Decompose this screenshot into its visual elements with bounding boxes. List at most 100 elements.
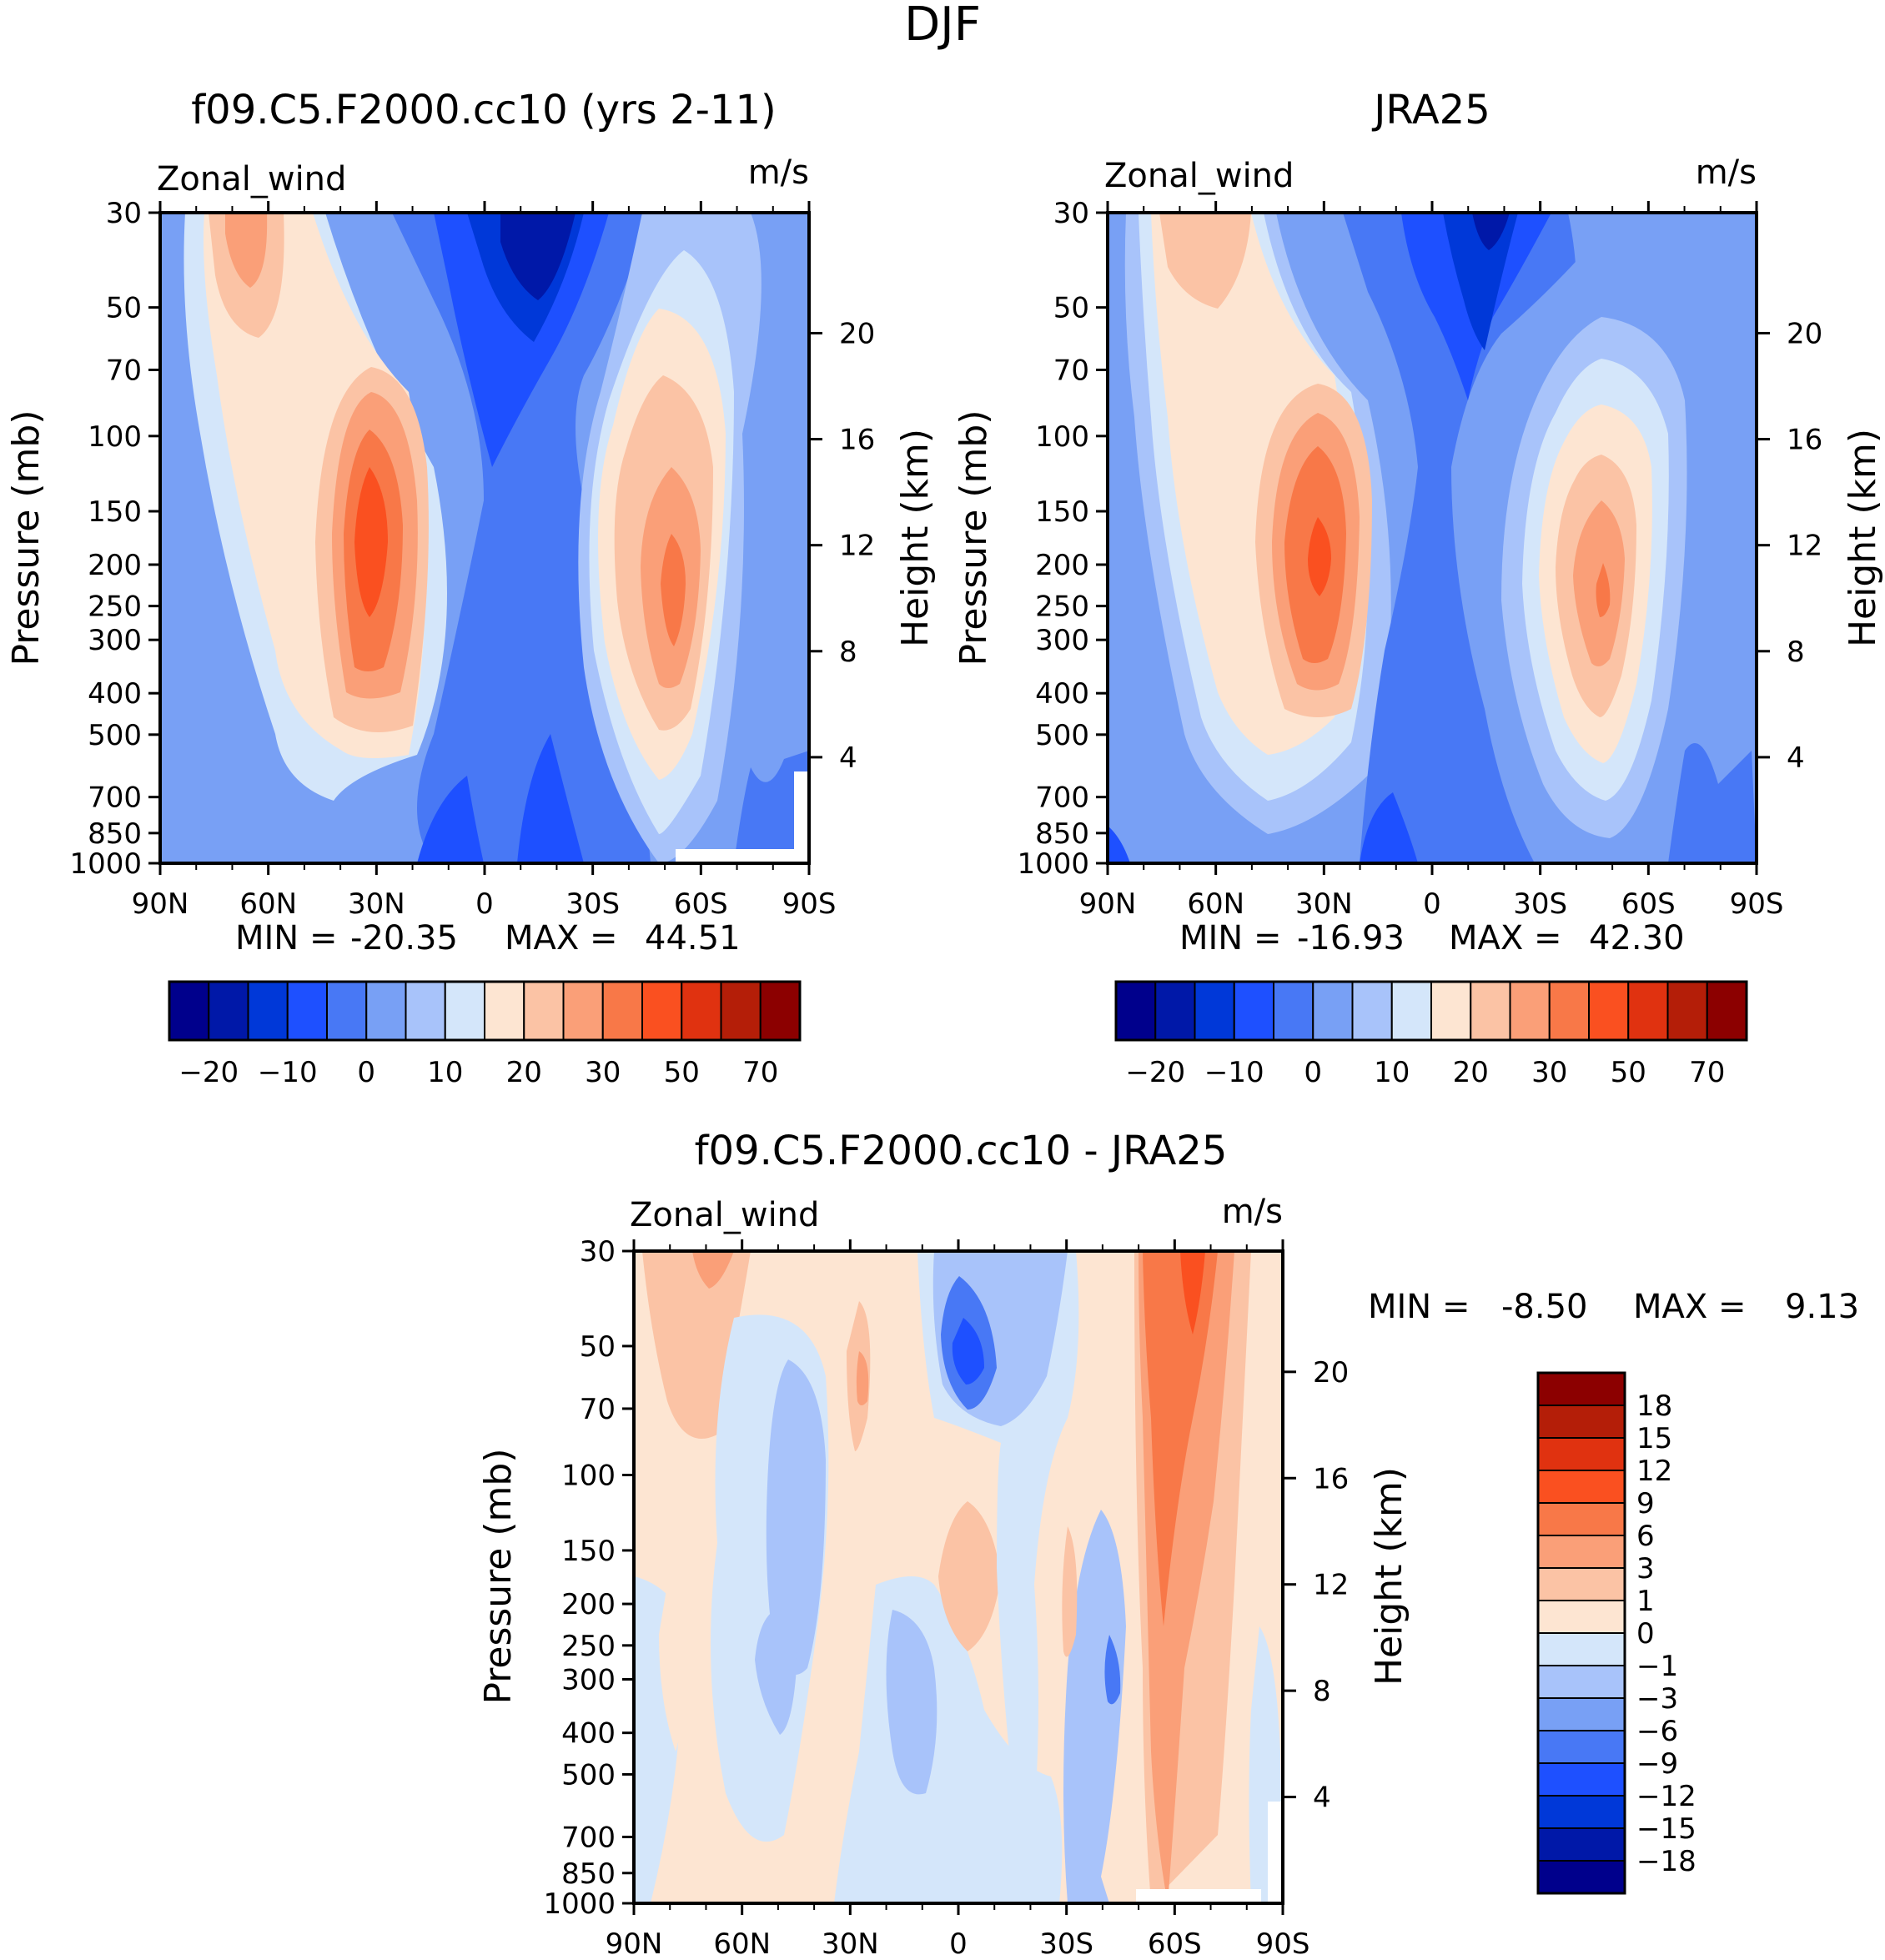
panel-model: f09.C5.F2000.cc10 (yrs 2-11) Zonal_wind … bbox=[5, 87, 937, 1089]
colorbar-label: 0 bbox=[357, 1056, 375, 1089]
model-contour-band bbox=[500, 213, 576, 300]
colorbar-label: 15 bbox=[1636, 1422, 1672, 1455]
y-right-tick-label: 20 bbox=[839, 317, 875, 350]
obs-contour-band bbox=[1472, 213, 1510, 250]
colorbar-swatch bbox=[1537, 1795, 1626, 1829]
diff-contour-band bbox=[1104, 1635, 1121, 1705]
obs-min-label: MIN = bbox=[1179, 919, 1281, 957]
model-contour-field bbox=[160, 213, 809, 863]
colorbar-swatch bbox=[1588, 981, 1630, 1041]
y-tick-label: 100 bbox=[1035, 420, 1089, 454]
y-tick-label: 200 bbox=[561, 1588, 616, 1621]
x-tick-label: 90N bbox=[132, 887, 189, 921]
model-max-label: MAX = bbox=[505, 919, 618, 957]
colorbar-swatch bbox=[1537, 1405, 1626, 1439]
colorbar-label: 50 bbox=[664, 1056, 700, 1089]
colorbar-swatch bbox=[523, 981, 565, 1041]
diff-max-value: 9.13 bbox=[1785, 1288, 1859, 1326]
x-tick-label: 30N bbox=[1295, 887, 1353, 921]
diff-contour-band bbox=[938, 1501, 1001, 1651]
colorbar-swatch bbox=[1194, 981, 1235, 1041]
colorbar-label: 3 bbox=[1636, 1552, 1655, 1586]
y-tick-label: 250 bbox=[561, 1630, 616, 1663]
colorbar-swatch bbox=[1273, 981, 1314, 1041]
y-tick-label: 1000 bbox=[69, 847, 142, 881]
obs-contour-band bbox=[1108, 826, 1130, 863]
y-tick-label: 150 bbox=[88, 495, 142, 529]
y-tick-label: 70 bbox=[580, 1393, 616, 1426]
colorbar-swatch bbox=[168, 981, 210, 1041]
colorbar-swatch bbox=[1548, 981, 1590, 1041]
y-tick-label: 300 bbox=[88, 624, 142, 657]
x-tick-label: 90S bbox=[1730, 887, 1784, 921]
y-tick-label: 30 bbox=[580, 1235, 616, 1269]
colorbar-swatch bbox=[1537, 1697, 1626, 1731]
diff-contour-band bbox=[1063, 1510, 1126, 1903]
y-tick-label: 850 bbox=[561, 1857, 616, 1891]
colorbar-swatch bbox=[1537, 1600, 1626, 1634]
colorbar-label: 0 bbox=[1636, 1617, 1655, 1651]
model-contour-band bbox=[434, 213, 609, 467]
y-right-tick-label: 20 bbox=[1313, 1356, 1349, 1390]
diff-contour-band bbox=[1143, 1251, 1218, 1626]
colorbar-swatch bbox=[1351, 981, 1393, 1041]
colorbar-label: −20 bbox=[1125, 1056, 1185, 1089]
x-tick-label: 0 bbox=[949, 1927, 968, 1960]
x-tick-label: 60S bbox=[1148, 1927, 1202, 1960]
diff-contour-band bbox=[755, 1610, 797, 1735]
colorbar-label: −20 bbox=[178, 1056, 239, 1089]
diff-contour-field bbox=[634, 1251, 1283, 1903]
colorbar-label: −1 bbox=[1636, 1650, 1678, 1683]
y-tick-label: 100 bbox=[88, 420, 142, 454]
colorbar-label: −12 bbox=[1636, 1780, 1696, 1813]
model-contour-band bbox=[517, 734, 584, 863]
colorbar-swatch bbox=[681, 981, 722, 1041]
diff-contour-band bbox=[1180, 1251, 1205, 1334]
colorbar-label: 30 bbox=[585, 1056, 621, 1089]
x-tick-label: 60N bbox=[1187, 887, 1244, 921]
model-contour-band bbox=[734, 751, 809, 863]
diff-missing-data bbox=[1268, 1802, 1283, 1903]
colorbar-label: −3 bbox=[1636, 1682, 1678, 1716]
y-right-tick-label: 12 bbox=[839, 530, 875, 563]
colorbar-swatch bbox=[720, 981, 762, 1041]
figure-title: DJF bbox=[904, 0, 981, 52]
colorbar-label: −10 bbox=[1204, 1056, 1264, 1089]
colorbar-swatch bbox=[1537, 1470, 1626, 1504]
colorbar-label: 1 bbox=[1636, 1585, 1655, 1618]
colorbar-swatch bbox=[562, 981, 604, 1041]
obs-max-value: 42.30 bbox=[1589, 919, 1685, 957]
diff-missing-data bbox=[1136, 1889, 1261, 1903]
colorbar-swatch bbox=[405, 981, 446, 1041]
y-right-tick-label: 20 bbox=[1787, 317, 1822, 350]
colorbar-label: −6 bbox=[1636, 1715, 1678, 1748]
diff-contour-band bbox=[766, 1359, 826, 1675]
model-ylabel: Pressure (mb) bbox=[5, 410, 48, 666]
colorbar-swatch bbox=[1537, 1502, 1626, 1536]
colorbar-label: 18 bbox=[1636, 1390, 1672, 1423]
colorbar-label: 0 bbox=[1304, 1056, 1322, 1089]
y-tick-label: 700 bbox=[561, 1821, 616, 1854]
model-contour-band bbox=[354, 467, 388, 617]
colorbar-swatch bbox=[1312, 981, 1354, 1041]
colorbar-swatch bbox=[1430, 981, 1472, 1041]
x-tick-label: 90N bbox=[1079, 887, 1137, 921]
diff-contour-band bbox=[1062, 1526, 1078, 1657]
y-tick-label: 1000 bbox=[543, 1887, 616, 1921]
colorbar-swatch bbox=[208, 981, 249, 1041]
y-tick-label: 200 bbox=[88, 549, 142, 582]
diff-contour-band bbox=[692, 1251, 734, 1289]
model-left-label: Zonal_wind bbox=[157, 160, 346, 199]
obs-contour-band bbox=[1159, 213, 1251, 309]
panel-diff: f09.C5.F2000.cc10 - JRA25 Zonal_wind m/s bbox=[477, 1128, 1859, 1960]
y-right-tick-label: 16 bbox=[1313, 1462, 1349, 1495]
y-right-tick-label: 4 bbox=[839, 741, 857, 775]
obs-contour-band bbox=[1343, 213, 1618, 863]
model-missing-data bbox=[794, 771, 809, 863]
colorbar-label: 10 bbox=[427, 1056, 463, 1089]
obs-title: JRA25 bbox=[1371, 87, 1490, 133]
colorbar-label: 20 bbox=[1453, 1056, 1489, 1089]
y-tick-label: 50 bbox=[1053, 292, 1089, 325]
